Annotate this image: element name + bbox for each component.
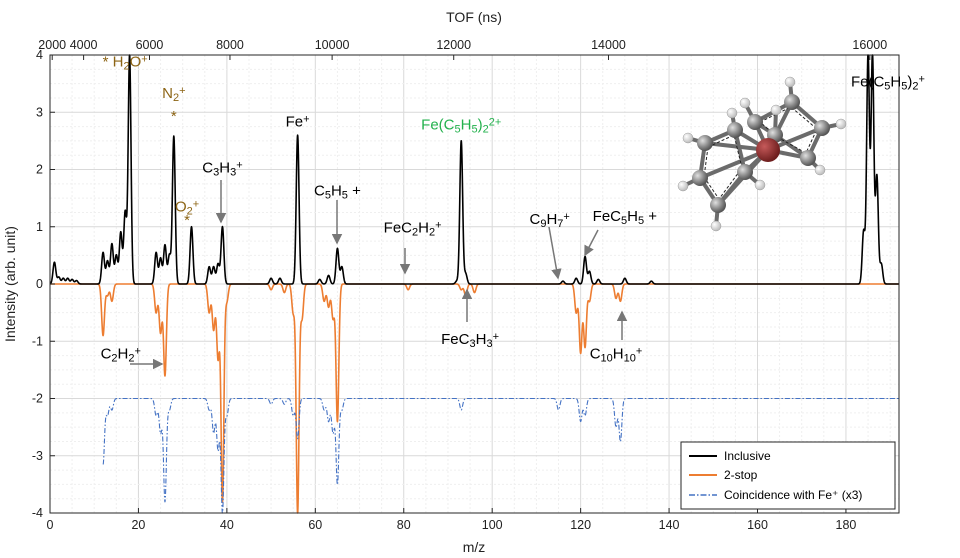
y-tick-label: -1 [32, 334, 43, 348]
y-tick-label: 3 [36, 105, 43, 119]
top-tick-label: 6000 [136, 38, 164, 52]
x-axis-label: m/z [463, 539, 486, 555]
arrow-fec5h5 [584, 229, 599, 257]
x-tick-label: 160 [747, 518, 768, 532]
y-tick-label: -4 [32, 506, 43, 520]
axes: 0 20 40 60 80 100 120 140 160 180 -4 -3 -2 -1 0 1 2 3 4200… [32, 38, 887, 532]
x-tick-label: 120 [570, 518, 591, 532]
arrow-c9h7 [548, 226, 562, 280]
top-tick-label: 16000 [852, 38, 887, 52]
annotation-c3h3: C3H3+ [202, 159, 242, 178]
x-tick-label: 80 [397, 518, 411, 532]
annotation-fec3h3: FeC3H3+ [441, 331, 499, 350]
y-tick-label: -2 [32, 392, 43, 406]
peak-annotations: * H2O+N2+*O2+*C3H3+Fe+C5H5 +Fe(C5H5)22+F… [101, 53, 925, 370]
y-tick-label: 1 [36, 220, 43, 234]
y-axis-label: Intensity (arb. unit) [2, 226, 18, 342]
x-tick-label: 180 [836, 518, 857, 532]
legend-label-2stop: 2-stop [724, 468, 758, 482]
annotation-fecp2: Fe(C5H5)2+ [851, 73, 925, 92]
y-tick-label: -3 [32, 449, 43, 463]
annotation-n2: N2+ [162, 85, 185, 104]
annotation-c9h7: C9H7+ [529, 210, 569, 229]
top-tick-label: 14000 [591, 38, 626, 52]
series [49, 54, 900, 514]
top-tick-label: 4000 [70, 38, 98, 52]
annotation-o2-star: * [184, 212, 190, 229]
annotation-c10h10: C10H10+ [590, 345, 643, 364]
legend-label-coincidence: Coincidence with Fe⁺ (x3) [724, 488, 862, 502]
annotation-fec2h2: FeC2H2+ [384, 219, 442, 238]
x-tick-label: 100 [482, 518, 503, 532]
series-line-coincidence-fe [102, 397, 900, 514]
annotation-c2h2: C2H2+ [101, 345, 141, 364]
top-tick-label: 12000 [436, 38, 471, 52]
annotation-h2o: * H2O+ [103, 53, 148, 72]
y-tick-label: 0 [36, 277, 43, 291]
ferrocene-molecule-image [677, 76, 847, 232]
top-tick-label: 2000 [38, 38, 66, 52]
y-tick-label: 4 [36, 48, 43, 62]
annotation-o2: O2+ [175, 198, 199, 217]
annotation-fecp2-2plus: Fe(C5H5)22+ [421, 116, 501, 135]
y-tick-label: 2 [36, 163, 43, 177]
top-tick-label: 8000 [216, 38, 244, 52]
annotation-fec5h5: FeC5H5 + [593, 208, 658, 227]
x-tick-label: 0 [47, 518, 54, 532]
legend: Inclusive 2-stop Coincidence with Fe⁺ (x… [680, 441, 896, 510]
x-tick-label: 140 [659, 518, 680, 532]
top-tick-label: 10000 [315, 38, 350, 52]
annotation-fe: Fe+ [286, 113, 310, 130]
legend-label-inclusive: Inclusive [724, 449, 771, 463]
x-tick-label: 40 [220, 518, 234, 532]
x-tick-label: 20 [131, 518, 145, 532]
top-axis-label: TOF (ns) [446, 9, 502, 25]
annotation-c5h5: C5H5 + [314, 182, 361, 201]
series-line-inclusive [49, 54, 900, 285]
x-tick-label: 60 [308, 518, 322, 532]
annotation-n2-star: * [171, 108, 177, 125]
